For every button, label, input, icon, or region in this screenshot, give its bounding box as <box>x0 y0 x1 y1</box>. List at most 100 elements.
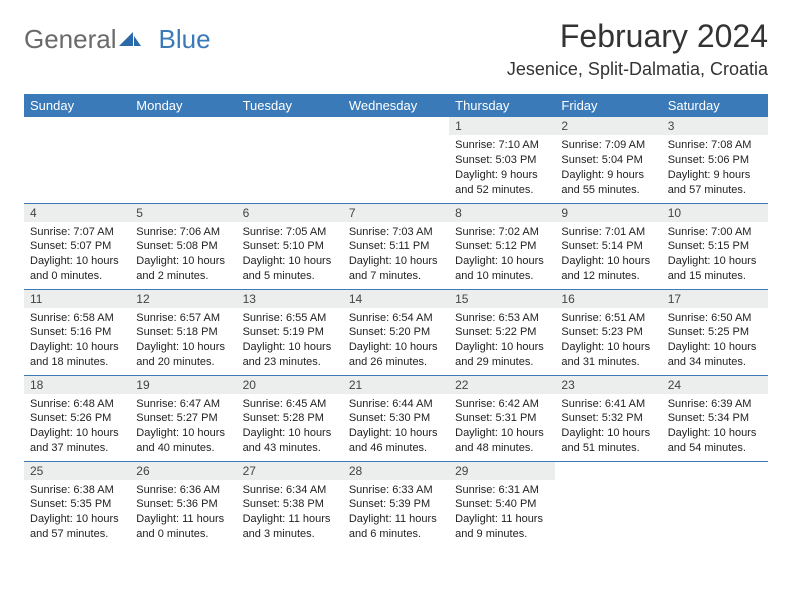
calendar-day-cell: 11Sunrise: 6:58 AMSunset: 5:16 PMDayligh… <box>24 289 130 375</box>
day-number: 9 <box>555 204 661 222</box>
day-details: Sunrise: 7:05 AMSunset: 5:10 PMDaylight:… <box>237 222 343 288</box>
calendar-day-cell: 18Sunrise: 6:48 AMSunset: 5:26 PMDayligh… <box>24 375 130 461</box>
calendar-week-row: 11Sunrise: 6:58 AMSunset: 5:16 PMDayligh… <box>24 289 768 375</box>
calendar-day-cell: 23Sunrise: 6:41 AMSunset: 5:32 PMDayligh… <box>555 375 661 461</box>
calendar-day-cell: 14Sunrise: 6:54 AMSunset: 5:20 PMDayligh… <box>343 289 449 375</box>
title-block: February 2024 Jesenice, Split-Dalmatia, … <box>507 18 768 80</box>
day-details: Sunrise: 7:06 AMSunset: 5:08 PMDaylight:… <box>130 222 236 288</box>
day-number: 22 <box>449 376 555 394</box>
day-number: 27 <box>237 462 343 480</box>
logo-mark-icon <box>119 24 141 55</box>
calendar-day-cell: 16Sunrise: 6:51 AMSunset: 5:23 PMDayligh… <box>555 289 661 375</box>
day-number: 19 <box>130 376 236 394</box>
day-number: 10 <box>662 204 768 222</box>
day-number: 29 <box>449 462 555 480</box>
calendar-day-cell: 2Sunrise: 7:09 AMSunset: 5:04 PMDaylight… <box>555 117 661 203</box>
calendar-day-cell: 13Sunrise: 6:55 AMSunset: 5:19 PMDayligh… <box>237 289 343 375</box>
day-number: 25 <box>24 462 130 480</box>
day-number: 11 <box>24 290 130 308</box>
calendar-day-cell: 17Sunrise: 6:50 AMSunset: 5:25 PMDayligh… <box>662 289 768 375</box>
calendar-body: 1Sunrise: 7:10 AMSunset: 5:03 PMDaylight… <box>24 117 768 547</box>
calendar-day-cell: 9Sunrise: 7:01 AMSunset: 5:14 PMDaylight… <box>555 203 661 289</box>
day-number: 12 <box>130 290 236 308</box>
day-number: 8 <box>449 204 555 222</box>
day-number: 13 <box>237 290 343 308</box>
calendar-day-cell: 10Sunrise: 7:00 AMSunset: 5:15 PMDayligh… <box>662 203 768 289</box>
day-details: Sunrise: 6:44 AMSunset: 5:30 PMDaylight:… <box>343 394 449 460</box>
weekday-header-row: SundayMondayTuesdayWednesdayThursdayFrid… <box>24 94 768 117</box>
calendar-day-cell: 26Sunrise: 6:36 AMSunset: 5:36 PMDayligh… <box>130 461 236 547</box>
day-details: Sunrise: 6:31 AMSunset: 5:40 PMDaylight:… <box>449 480 555 546</box>
day-details: Sunrise: 6:42 AMSunset: 5:31 PMDaylight:… <box>449 394 555 460</box>
day-details: Sunrise: 7:07 AMSunset: 5:07 PMDaylight:… <box>24 222 130 288</box>
day-details: Sunrise: 6:58 AMSunset: 5:16 PMDaylight:… <box>24 308 130 374</box>
weekday-header: Wednesday <box>343 94 449 117</box>
day-details: Sunrise: 6:36 AMSunset: 5:36 PMDaylight:… <box>130 480 236 546</box>
day-details: Sunrise: 6:50 AMSunset: 5:25 PMDaylight:… <box>662 308 768 374</box>
day-details: Sunrise: 6:39 AMSunset: 5:34 PMDaylight:… <box>662 394 768 460</box>
day-details: Sunrise: 6:41 AMSunset: 5:32 PMDaylight:… <box>555 394 661 460</box>
calendar-week-row: 25Sunrise: 6:38 AMSunset: 5:35 PMDayligh… <box>24 461 768 547</box>
day-number: 7 <box>343 204 449 222</box>
day-details: Sunrise: 6:57 AMSunset: 5:18 PMDaylight:… <box>130 308 236 374</box>
calendar-day-cell <box>24 117 130 203</box>
day-details: Sunrise: 6:55 AMSunset: 5:19 PMDaylight:… <box>237 308 343 374</box>
day-number: 15 <box>449 290 555 308</box>
weekday-header: Sunday <box>24 94 130 117</box>
calendar-day-cell: 20Sunrise: 6:45 AMSunset: 5:28 PMDayligh… <box>237 375 343 461</box>
calendar-day-cell: 22Sunrise: 6:42 AMSunset: 5:31 PMDayligh… <box>449 375 555 461</box>
day-details: Sunrise: 6:48 AMSunset: 5:26 PMDaylight:… <box>24 394 130 460</box>
day-number: 18 <box>24 376 130 394</box>
location-subtitle: Jesenice, Split-Dalmatia, Croatia <box>507 59 768 80</box>
weekday-header: Friday <box>555 94 661 117</box>
day-details: Sunrise: 6:53 AMSunset: 5:22 PMDaylight:… <box>449 308 555 374</box>
calendar-day-cell <box>237 117 343 203</box>
weekday-header: Monday <box>130 94 236 117</box>
day-number: 24 <box>662 376 768 394</box>
calendar-day-cell: 3Sunrise: 7:08 AMSunset: 5:06 PMDaylight… <box>662 117 768 203</box>
month-title: February 2024 <box>507 18 768 55</box>
calendar-day-cell <box>555 461 661 547</box>
day-number: 6 <box>237 204 343 222</box>
day-number: 1 <box>449 117 555 135</box>
calendar-day-cell: 25Sunrise: 6:38 AMSunset: 5:35 PMDayligh… <box>24 461 130 547</box>
calendar-day-cell: 28Sunrise: 6:33 AMSunset: 5:39 PMDayligh… <box>343 461 449 547</box>
calendar-day-cell: 21Sunrise: 6:44 AMSunset: 5:30 PMDayligh… <box>343 375 449 461</box>
day-number: 3 <box>662 117 768 135</box>
day-details: Sunrise: 6:33 AMSunset: 5:39 PMDaylight:… <box>343 480 449 546</box>
day-number: 20 <box>237 376 343 394</box>
day-number: 4 <box>24 204 130 222</box>
calendar-day-cell: 15Sunrise: 6:53 AMSunset: 5:22 PMDayligh… <box>449 289 555 375</box>
day-details: Sunrise: 7:01 AMSunset: 5:14 PMDaylight:… <box>555 222 661 288</box>
calendar-day-cell: 27Sunrise: 6:34 AMSunset: 5:38 PMDayligh… <box>237 461 343 547</box>
day-details: Sunrise: 6:54 AMSunset: 5:20 PMDaylight:… <box>343 308 449 374</box>
day-details: Sunrise: 7:09 AMSunset: 5:04 PMDaylight:… <box>555 135 661 201</box>
weekday-header: Saturday <box>662 94 768 117</box>
calendar-day-cell: 8Sunrise: 7:02 AMSunset: 5:12 PMDaylight… <box>449 203 555 289</box>
day-details: Sunrise: 6:38 AMSunset: 5:35 PMDaylight:… <box>24 480 130 546</box>
logo-text-general: General <box>24 24 117 55</box>
day-number: 14 <box>343 290 449 308</box>
day-number: 17 <box>662 290 768 308</box>
weekday-header: Tuesday <box>237 94 343 117</box>
page-header: General Blue February 2024 Jesenice, Spl… <box>24 18 768 80</box>
calendar-day-cell: 19Sunrise: 6:47 AMSunset: 5:27 PMDayligh… <box>130 375 236 461</box>
day-details: Sunrise: 6:45 AMSunset: 5:28 PMDaylight:… <box>237 394 343 460</box>
calendar-day-cell <box>662 461 768 547</box>
day-number: 28 <box>343 462 449 480</box>
calendar-day-cell: 1Sunrise: 7:10 AMSunset: 5:03 PMDaylight… <box>449 117 555 203</box>
day-details: Sunrise: 6:51 AMSunset: 5:23 PMDaylight:… <box>555 308 661 374</box>
logo: General Blue <box>24 24 211 55</box>
calendar-week-row: 18Sunrise: 6:48 AMSunset: 5:26 PMDayligh… <box>24 375 768 461</box>
day-details: Sunrise: 7:08 AMSunset: 5:06 PMDaylight:… <box>662 135 768 201</box>
calendar-day-cell: 24Sunrise: 6:39 AMSunset: 5:34 PMDayligh… <box>662 375 768 461</box>
calendar-page: General Blue February 2024 Jesenice, Spl… <box>0 0 792 547</box>
day-number: 16 <box>555 290 661 308</box>
calendar-week-row: 4Sunrise: 7:07 AMSunset: 5:07 PMDaylight… <box>24 203 768 289</box>
calendar-week-row: 1Sunrise: 7:10 AMSunset: 5:03 PMDaylight… <box>24 117 768 203</box>
calendar-day-cell: 7Sunrise: 7:03 AMSunset: 5:11 PMDaylight… <box>343 203 449 289</box>
calendar-table: SundayMondayTuesdayWednesdayThursdayFrid… <box>24 94 768 547</box>
day-details: Sunrise: 7:00 AMSunset: 5:15 PMDaylight:… <box>662 222 768 288</box>
calendar-day-cell <box>130 117 236 203</box>
day-details: Sunrise: 6:34 AMSunset: 5:38 PMDaylight:… <box>237 480 343 546</box>
